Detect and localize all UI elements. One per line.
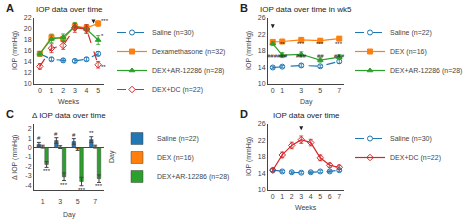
svg-text:5: 5	[318, 193, 322, 200]
svg-text:10: 10	[258, 186, 266, 193]
svg-text:#: #	[37, 135, 41, 141]
svg-text:0: 0	[271, 87, 275, 94]
svg-text:DEX+DC (n=22): DEX+DC (n=22)	[390, 154, 441, 162]
svg-text:20: 20	[24, 25, 32, 32]
svg-text:IOP (mmHg): IOP (mmHg)	[11, 31, 19, 70]
svg-text:Δ IOP data over time: Δ IOP data over time	[32, 111, 106, 120]
svg-text:10: 10	[24, 80, 32, 87]
svg-text:***: ***	[316, 41, 324, 47]
svg-text:***: ***	[335, 41, 343, 47]
svg-text:18: 18	[24, 36, 32, 43]
svg-text:3: 3	[73, 87, 77, 94]
svg-text:26: 26	[258, 120, 266, 127]
svg-text:Weeks: Weeks	[58, 98, 80, 105]
svg-text:IOP data over time: IOP data over time	[273, 111, 340, 120]
svg-text:0: 0	[271, 193, 275, 200]
svg-text:Δ IOP (mmHg): Δ IOP (mmHg)	[11, 135, 19, 180]
svg-text:IOP (mmHg): IOP (mmHg)	[245, 31, 253, 70]
svg-text:-1: -1	[25, 153, 31, 160]
svg-text:10: 10	[258, 80, 266, 87]
svg-text:3: 3	[58, 198, 62, 205]
svg-text:1: 1	[41, 198, 45, 205]
svg-text:***: ***	[297, 41, 305, 47]
svg-text:6: 6	[328, 193, 332, 200]
svg-text:3: 3	[299, 193, 303, 200]
svg-text:#: #	[54, 131, 58, 137]
svg-text:1: 1	[50, 87, 54, 94]
svg-text:Day: Day	[300, 98, 313, 106]
svg-text:IOP data over time in wk5: IOP data over time in wk5	[260, 5, 352, 14]
svg-text:###: ###	[334, 53, 345, 59]
svg-text:14: 14	[258, 170, 266, 177]
svg-text:14: 14	[24, 58, 32, 65]
svg-text:26: 26	[258, 14, 266, 21]
svg-text:*: *	[101, 33, 104, 39]
svg-text:18: 18	[258, 153, 266, 160]
svg-text:22: 22	[258, 137, 266, 144]
svg-text:-3: -3	[25, 172, 31, 179]
svg-text:DEX (n=16): DEX (n=16)	[157, 154, 194, 162]
svg-text:C: C	[6, 108, 14, 120]
svg-text:DEX (n=16): DEX (n=16)	[390, 48, 427, 56]
svg-text:Saline (n=30): Saline (n=30)	[390, 135, 432, 143]
svg-text:-4: -4	[25, 182, 31, 189]
svg-text:***: ***	[78, 187, 86, 193]
svg-text:###: ###	[267, 53, 278, 59]
svg-text:Saline (n=22): Saline (n=22)	[390, 29, 432, 37]
svg-text:DEX+AR-12286 (n=28): DEX+AR-12286 (n=28)	[152, 67, 224, 75]
svg-text:1: 1	[280, 193, 284, 200]
svg-text:22: 22	[24, 14, 32, 21]
svg-text:2: 2	[28, 125, 32, 132]
svg-text:DEX+DC (n=22): DEX+DC (n=22)	[152, 86, 203, 94]
svg-text:***: ***	[95, 183, 103, 189]
svg-text:DEX+AR-12286 (n=28): DEX+AR-12286 (n=28)	[157, 173, 229, 181]
svg-text:5: 5	[96, 87, 100, 94]
svg-text:Day: Day	[108, 150, 116, 163]
svg-text:4: 4	[85, 87, 89, 94]
svg-text:18: 18	[258, 47, 266, 54]
svg-text:**: **	[280, 41, 285, 47]
svg-text:0: 0	[38, 87, 42, 94]
svg-text:IOP (mmHg): IOP (mmHg)	[245, 137, 253, 176]
svg-text:5: 5	[76, 198, 80, 205]
svg-text:**: **	[89, 130, 94, 136]
svg-text:D: D	[240, 108, 248, 120]
svg-text:Saline (n=30): Saline (n=30)	[152, 29, 194, 37]
svg-text:4: 4	[309, 193, 313, 200]
svg-text:22: 22	[258, 31, 266, 38]
svg-text:###: ###	[296, 53, 307, 59]
svg-text:7: 7	[337, 87, 341, 94]
svg-text:B: B	[240, 2, 248, 14]
svg-text:16: 16	[24, 47, 32, 54]
svg-text:Weeks: Weeks	[295, 204, 317, 211]
svg-text:5: 5	[318, 87, 322, 94]
svg-text:##: ##	[317, 53, 324, 59]
svg-text:**: **	[101, 64, 106, 70]
svg-text:***: ***	[43, 168, 51, 174]
svg-text:2: 2	[290, 193, 294, 200]
svg-text:#: #	[72, 132, 76, 138]
svg-text:1: 1	[28, 135, 32, 142]
svg-text:DEX+AR-12286 (n=28): DEX+AR-12286 (n=28)	[390, 67, 462, 75]
svg-text:0: 0	[28, 144, 32, 151]
svg-text:-2: -2	[25, 163, 31, 170]
svg-text:***: ***	[60, 182, 68, 188]
svg-text:12: 12	[24, 69, 32, 76]
svg-text:Saline (n=22): Saline (n=22)	[157, 135, 199, 143]
svg-text:1: 1	[280, 87, 284, 94]
svg-text:7: 7	[337, 193, 341, 200]
svg-text:Dexamethasone (n=32): Dexamethasone (n=32)	[152, 48, 225, 56]
svg-text:2: 2	[61, 87, 65, 94]
svg-text:A: A	[6, 2, 14, 14]
svg-text:7: 7	[93, 198, 97, 205]
svg-text:3: 3	[299, 87, 303, 94]
svg-text:IOP data over time: IOP data over time	[36, 5, 103, 14]
svg-text:***: ***	[101, 18, 109, 24]
svg-text:14: 14	[258, 64, 266, 71]
svg-text:###: ###	[277, 53, 288, 59]
svg-text:Day: Day	[63, 211, 76, 219]
